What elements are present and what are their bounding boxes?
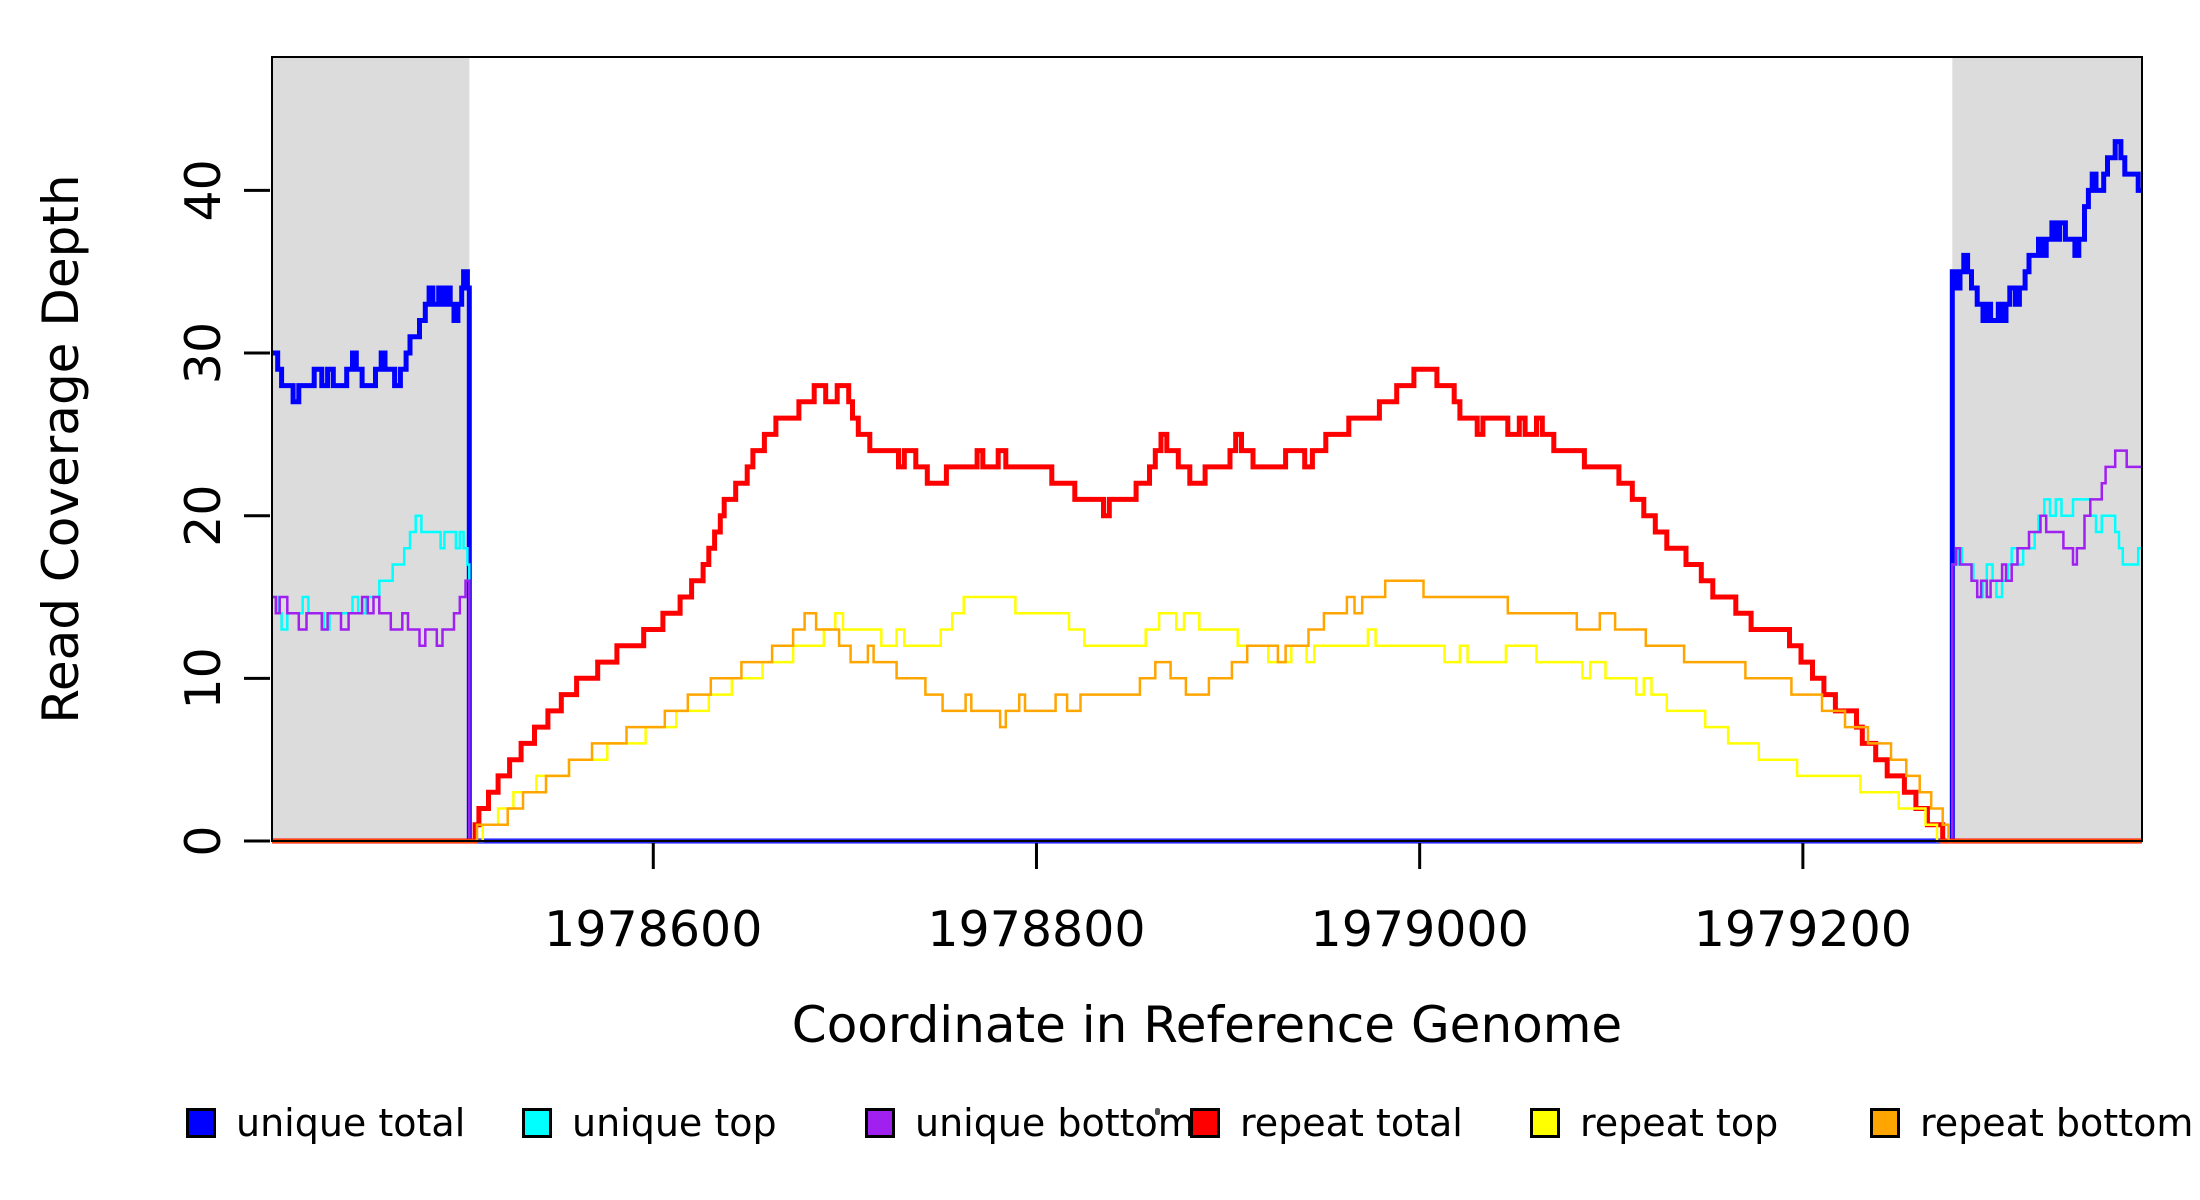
y-axis-title: Read Coverage Depth xyxy=(32,174,90,723)
x-tick-label: 1978600 xyxy=(544,901,762,958)
y-tick-label: 10 xyxy=(175,647,232,709)
shaded-region-right xyxy=(1952,57,2142,841)
shaded-region-left xyxy=(272,57,470,841)
y-tick-label: 20 xyxy=(175,485,232,547)
y-tick-label: 0 xyxy=(175,825,232,856)
series-repeat-bottom xyxy=(272,579,2142,843)
series-unique-top xyxy=(272,498,2142,843)
series-unique-bottom xyxy=(272,449,2142,843)
shaded-regions xyxy=(272,57,2142,841)
stray-plot-artifact-dot xyxy=(1155,1108,1160,1115)
series-lines xyxy=(272,139,2142,844)
series-repeat-top xyxy=(272,595,2142,843)
x-tick-label: 1979200 xyxy=(1694,901,1912,958)
y-tick-label: 40 xyxy=(175,159,232,221)
x-tick-label: 1978800 xyxy=(927,901,1145,958)
x-tick-label: 1979000 xyxy=(1311,901,1529,958)
y-axis: 0 10 20 30 40 xyxy=(175,159,270,857)
y-tick-label: 30 xyxy=(175,322,232,384)
series-repeat-total xyxy=(272,366,2142,844)
plot-border xyxy=(271,56,2143,842)
x-axis: 1978600 1978800 1979000 1979200 xyxy=(544,843,1912,958)
series-unique-total xyxy=(272,139,2142,844)
x-axis-title: Coordinate in Reference Genome xyxy=(792,996,1622,1054)
